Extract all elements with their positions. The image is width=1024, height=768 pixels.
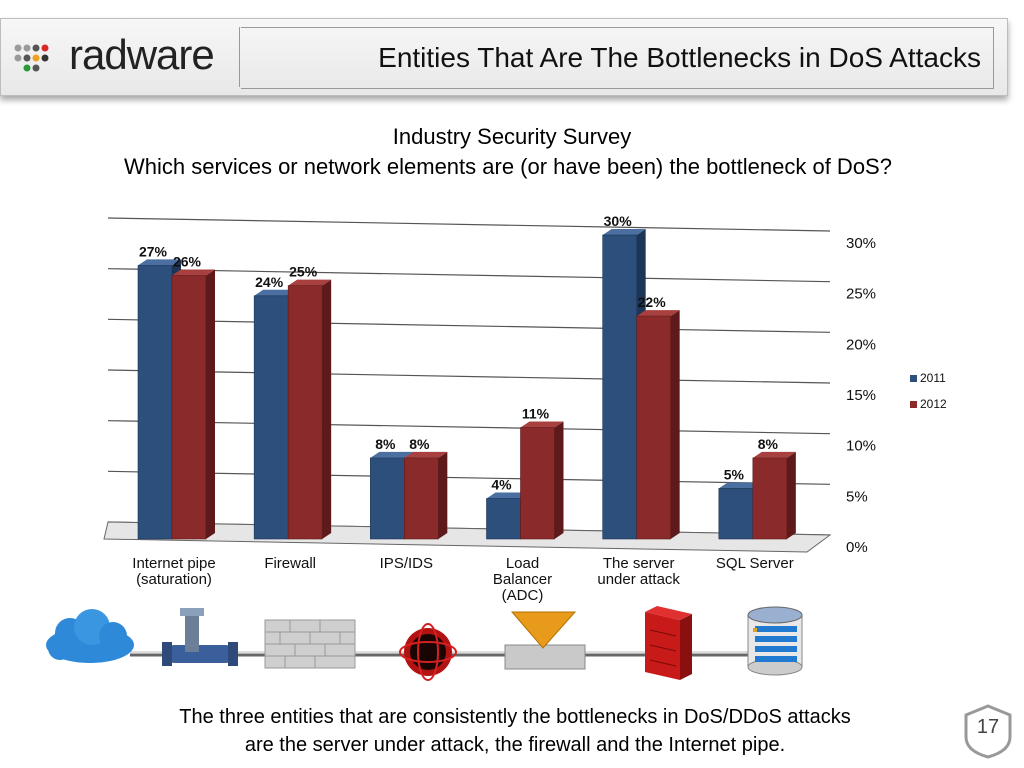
footer-line-1: The three entities that are consistently… xyxy=(179,706,851,728)
bar-top xyxy=(370,451,414,458)
bar xyxy=(171,275,207,540)
ips-icon xyxy=(399,623,457,681)
legend-swatch xyxy=(910,401,917,408)
bar-top xyxy=(288,279,332,286)
bar xyxy=(370,457,405,540)
bar-top xyxy=(752,451,796,458)
bar xyxy=(287,285,323,540)
legend-label: 2011 xyxy=(920,371,946,385)
data-label: 8% xyxy=(409,436,430,452)
shield-icon xyxy=(964,704,1012,759)
logo-text: radware xyxy=(69,31,215,78)
firewall-icon xyxy=(264,619,356,669)
page-number: 17 xyxy=(976,716,1000,738)
bar-top xyxy=(520,421,564,428)
x-tick-label: SQL Server xyxy=(716,555,794,572)
y-tick-label: 5% xyxy=(846,488,868,505)
data-label: 24% xyxy=(255,274,284,290)
y-tick-label: 25% xyxy=(846,286,876,303)
legend-swatch xyxy=(910,375,917,382)
bar xyxy=(520,427,555,540)
logo: radware xyxy=(1,27,240,87)
pipe-valve-icon xyxy=(162,608,238,666)
x-tick-label: Firewall xyxy=(264,555,316,572)
gridline xyxy=(107,217,831,232)
x-tick-label: IPS/IDS xyxy=(380,555,433,572)
bar-top xyxy=(602,229,646,235)
survey-title: Industry Security Survey xyxy=(392,124,632,149)
bar xyxy=(602,234,637,540)
footer-line-2: are the server under attack, the firewal… xyxy=(244,734,786,756)
gridline xyxy=(107,318,831,333)
title-box: Entities That Are The Bottlenecks in DoS… xyxy=(241,27,994,89)
data-label: 11% xyxy=(522,406,550,422)
data-label: 8% xyxy=(758,436,779,452)
survey-question: Which services or network elements are (… xyxy=(124,154,892,179)
bar xyxy=(253,295,289,540)
gridline xyxy=(107,369,831,384)
bar-chart: 27% 24% 8% 4% 30% 5% 26% 25% 8% 11% 22% 8% 0% 5% 10% 1… xyxy=(103,213,947,604)
y-tick-label: 0% xyxy=(846,539,868,556)
bar xyxy=(486,498,521,540)
bar-top xyxy=(404,451,448,458)
x-tick-label: Load Balancer (ADC) xyxy=(493,555,552,604)
server-icon xyxy=(645,606,692,680)
bar xyxy=(404,457,439,540)
network-icons-row xyxy=(46,606,803,681)
data-label: 30% xyxy=(604,213,633,229)
x-tick-label: Internet pipe (saturation) xyxy=(132,555,215,588)
load-balancer-icon xyxy=(504,611,586,670)
data-label: 25% xyxy=(289,264,318,280)
bar-top xyxy=(718,482,762,489)
footer-text: The three entities that are consistently… xyxy=(100,703,930,759)
data-label: 5% xyxy=(724,466,745,482)
y-tick-label: 20% xyxy=(846,336,876,353)
bar-top xyxy=(254,289,298,296)
bar-side xyxy=(786,451,796,539)
gridline xyxy=(107,420,831,435)
bar-top xyxy=(636,310,680,317)
legend-label: 2012 xyxy=(920,397,947,411)
x-tick-label: The server under attack xyxy=(597,555,680,588)
page-title: Entities That Are The Bottlenecks in DoS… xyxy=(378,42,981,73)
cloud-icon xyxy=(46,609,134,663)
gridline xyxy=(107,470,831,485)
bar-side xyxy=(322,279,332,539)
y-tick-label: 15% xyxy=(846,387,876,404)
slide-header: radware Entities That Are The Bottleneck… xyxy=(0,18,1008,96)
bar-top xyxy=(486,492,530,499)
bar xyxy=(137,265,173,540)
bar xyxy=(752,457,788,540)
data-label: 8% xyxy=(375,436,396,452)
bar-side xyxy=(554,421,564,539)
data-label: 26% xyxy=(173,254,202,270)
bar-side xyxy=(670,310,680,539)
bar-top xyxy=(138,259,181,266)
bar xyxy=(636,315,671,540)
database-icon xyxy=(747,606,803,676)
gridline xyxy=(107,268,831,283)
bar-side xyxy=(438,451,448,539)
data-label: 4% xyxy=(491,476,512,492)
radware-dots-icon xyxy=(14,44,49,72)
data-label: 27% xyxy=(139,243,168,259)
bar xyxy=(718,488,754,540)
data-label: 22% xyxy=(638,294,667,310)
bar-side xyxy=(206,269,215,539)
y-tick-label: 30% xyxy=(846,235,876,252)
bar-top xyxy=(172,269,215,276)
y-tick-label: 10% xyxy=(846,438,876,455)
